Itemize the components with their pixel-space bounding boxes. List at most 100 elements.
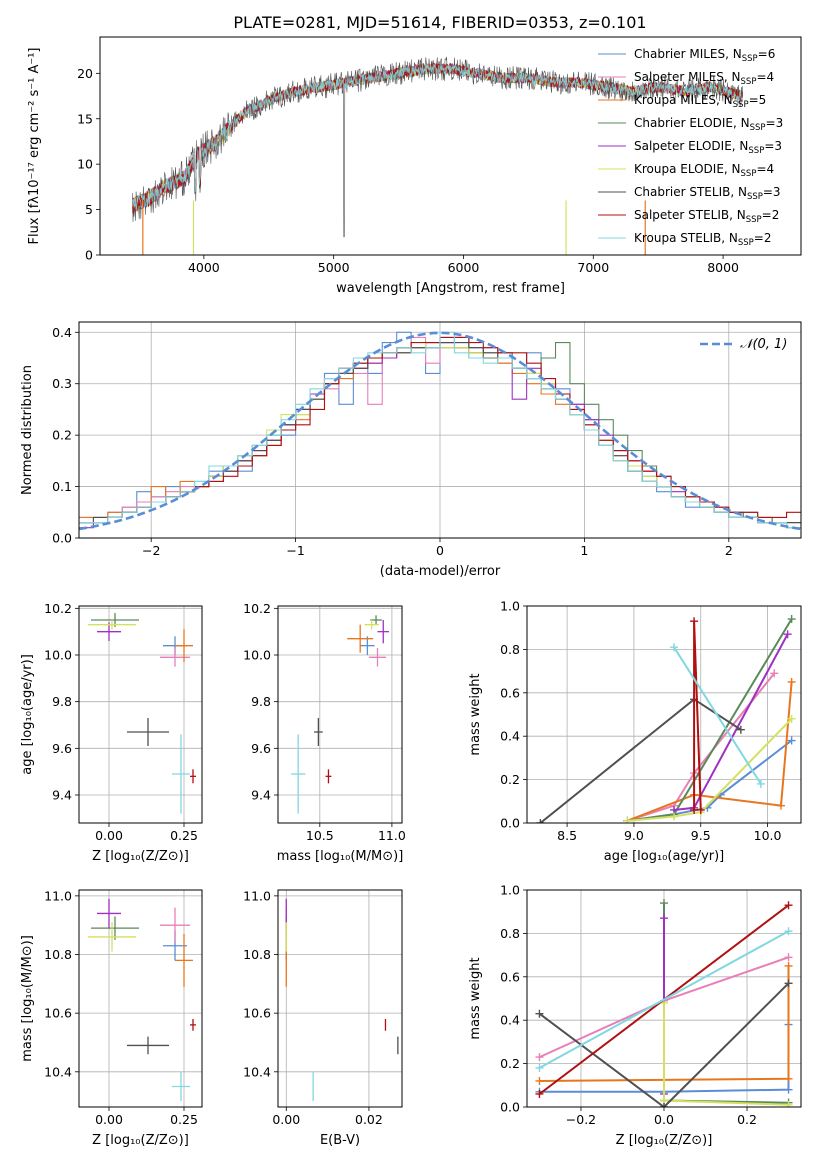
y-tick-label: 20 xyxy=(77,66,93,81)
y-tick-label: 11.0 xyxy=(44,888,72,903)
x-tick-label: 4000 xyxy=(188,260,220,275)
y-axis-label: mass weight xyxy=(468,673,483,755)
y-tick-label: 0.4 xyxy=(52,325,72,340)
axes-frame xyxy=(526,605,802,824)
y-axis-label: age [log₁₀(age/yr)] xyxy=(20,654,35,775)
axes-frame xyxy=(277,605,403,824)
y-tick-label: 9.6 xyxy=(251,741,271,756)
y-tick-label: 0.2 xyxy=(500,1056,520,1071)
weight-marker xyxy=(535,1009,544,1018)
legend-label: Salpeter STELIB, NSSP=2 xyxy=(634,208,779,225)
panel-weight-vs-age: 8.5 9.0 9.5 10.0 0.0 0.2 0.4 0.6 0.8 1.0 age [log₁… xyxy=(468,599,802,864)
y-tick-label: 10.8 xyxy=(243,947,271,962)
weight-marker xyxy=(784,927,793,936)
weight-marker xyxy=(670,643,679,652)
y-tick-label: 9.4 xyxy=(251,788,271,803)
y-tick-label: 10.0 xyxy=(243,648,271,663)
weight-marker xyxy=(660,899,668,908)
x-tick-label: −2 xyxy=(142,543,160,558)
y-tick-label: 10.6 xyxy=(44,1006,72,1021)
panel-mass-vs-ebv: 0.00 0.02 10.4 10.6 10.8 11.0 E(B-V) xyxy=(243,888,403,1148)
weight-marker xyxy=(770,669,779,678)
plot-area xyxy=(535,899,793,1107)
y-tick-label: 0.2 xyxy=(500,772,520,787)
y-tick-label: 9.8 xyxy=(251,694,271,709)
y-tick-label: 10.0 xyxy=(44,648,72,663)
weight-marker xyxy=(784,1074,793,1083)
x-tick-label: 7000 xyxy=(577,260,609,275)
y-axis-label: Flux [fλ10⁻¹⁷ erg cm⁻² s⁻¹ A⁻¹] xyxy=(27,48,42,245)
panel-spectrum: 4000 5000 6000 7000 8000 0 5 10 15 20 wavelength [… xyxy=(27,36,802,296)
y-tick-label: 0.0 xyxy=(500,816,520,831)
weight-marker xyxy=(787,736,796,745)
x-tick-label: 9.0 xyxy=(624,828,644,843)
weight-marker xyxy=(670,812,679,821)
spectrum-line xyxy=(132,63,743,211)
weight-marker xyxy=(784,901,793,910)
y-tick-label: 0.0 xyxy=(52,531,72,546)
x-tick-label: 0.00 xyxy=(95,828,123,843)
x-axis-label: age [log₁₀(age/yr)] xyxy=(604,849,725,864)
plot-area xyxy=(285,898,399,1102)
y-tick-label: 0.4 xyxy=(500,729,520,744)
legend-label: Salpeter ELODIE, NSSP=3 xyxy=(634,139,782,156)
weight-marker xyxy=(535,1089,544,1098)
y-tick-label: 0.1 xyxy=(52,479,72,494)
y-tick-label: 10.2 xyxy=(44,601,72,616)
y-axis-label: mass [log₁₀(M/M⊙)] xyxy=(20,935,35,1062)
x-tick-label: 2 xyxy=(725,543,733,558)
weight-marker xyxy=(535,1076,544,1085)
axes-frame xyxy=(78,605,203,824)
weight-marker xyxy=(783,630,792,639)
y-tick-label: 10.8 xyxy=(44,947,72,962)
y-tick-label: 10.4 xyxy=(243,1064,271,1079)
y-tick-label: 11.0 xyxy=(243,888,271,903)
panel-residuals: −2 −1 0 1 2 0.0 0.1 0.2 0.3 0.4 (data-model)/error… xyxy=(20,321,802,579)
legend-label: Chabrier MILES, NSSP=6 xyxy=(634,47,775,64)
legend-label: Salpeter MILES, NSSP=4 xyxy=(634,70,774,87)
weight-marker xyxy=(535,1063,544,1072)
y-tick-label: 0.2 xyxy=(52,428,72,443)
plot-area xyxy=(132,56,743,255)
y-tick-label: 10.2 xyxy=(243,601,271,616)
panel-weight-vs-z: −0.2 0.0 0.2 0.0 0.2 0.4 0.6 0.8 1.0 Z [log₁₀(Z/Z… xyxy=(468,883,802,1148)
legend: Chabrier MILES, NSSP=6 Salpeter MILES, NS… xyxy=(598,47,783,248)
y-tick-label: 9.8 xyxy=(52,694,72,709)
y-tick-label: 0.3 xyxy=(52,376,72,391)
y-axis-label: mass weight xyxy=(468,957,483,1039)
y-tick-label: 10.4 xyxy=(44,1064,72,1079)
x-tick-label: 0.0 xyxy=(654,1112,674,1127)
x-tick-label: 11.0 xyxy=(378,828,406,843)
weight-marker xyxy=(690,805,699,814)
y-tick-label: 0.6 xyxy=(500,969,520,984)
x-tick-label: 8000 xyxy=(707,260,739,275)
y-tick-label: 5 xyxy=(85,202,93,217)
plot-area xyxy=(79,331,801,531)
x-tick-label: 5000 xyxy=(318,260,350,275)
x-tick-label: 0.02 xyxy=(355,1112,383,1127)
histogram-series xyxy=(79,331,801,529)
plot-area xyxy=(290,615,390,814)
weight-marker xyxy=(696,805,705,814)
y-tick-label: 0.8 xyxy=(500,642,520,657)
weight-marker xyxy=(784,1085,793,1094)
weight-marker xyxy=(535,1053,544,1062)
x-tick-label: 0.00 xyxy=(272,1112,300,1127)
legend-label: Chabrier ELODIE, NSSP=3 xyxy=(634,116,783,133)
weight-marker xyxy=(736,725,745,734)
x-tick-label: 1 xyxy=(580,543,588,558)
y-axis-label: Normed distribution xyxy=(20,365,35,495)
y-tick-label: 15 xyxy=(77,111,93,126)
x-tick-label: 8.5 xyxy=(557,828,577,843)
weight-marker xyxy=(784,1100,793,1107)
axes-frame xyxy=(99,36,802,256)
y-tick-label: 0.6 xyxy=(500,685,520,700)
plot-area xyxy=(88,898,196,1102)
legend-label: Kroupa STELIB, NSSP=2 xyxy=(634,231,772,248)
plot-area xyxy=(536,615,796,823)
weight-line xyxy=(627,718,793,822)
x-tick-label: 0.25 xyxy=(170,828,198,843)
legend-label: Kroupa MILES, NSSP=5 xyxy=(634,93,766,110)
plot-area xyxy=(88,613,196,814)
x-tick-label: 0.25 xyxy=(170,1112,198,1127)
